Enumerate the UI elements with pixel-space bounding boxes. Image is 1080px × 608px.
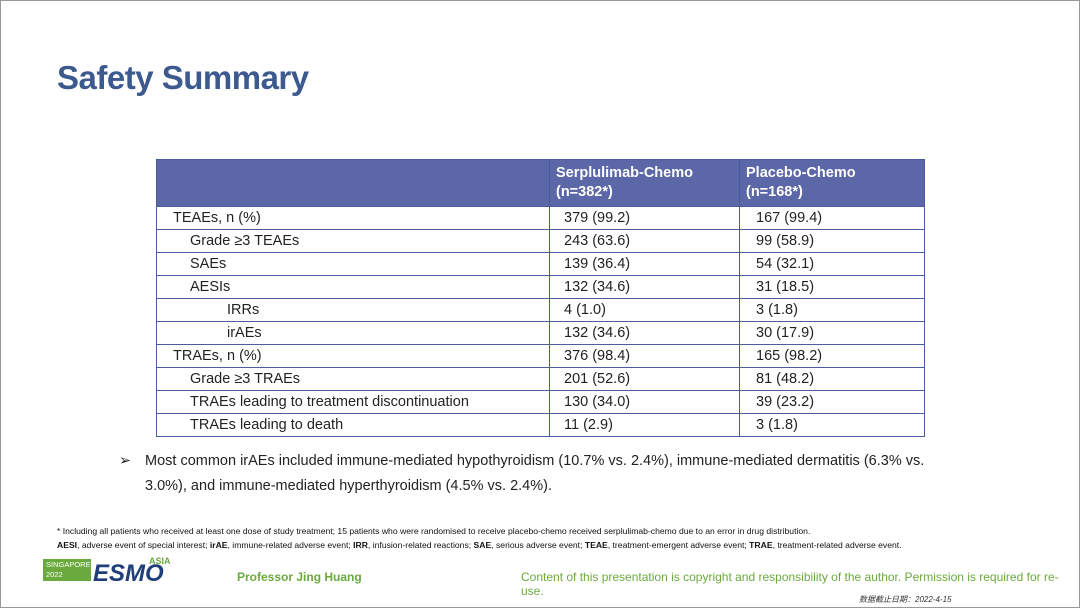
title: Safety Summary	[57, 59, 309, 96]
row-label: IRRs	[156, 298, 550, 322]
abbr-term: TRAE	[749, 540, 773, 550]
row-label: TEAEs, n (%)	[156, 206, 550, 230]
row-value: 3 (1.8)	[739, 413, 925, 437]
column-n: (n=382*)	[556, 184, 613, 200]
row-label: Grade ≥3 TEAEs	[156, 229, 550, 253]
row-value: 39 (23.2)	[739, 390, 925, 414]
table-row: AESIs 132 (34.6) 31 (18.5)	[156, 275, 925, 299]
header-row: Serplulimab-Chemo (n=382*) Placebo-Chemo (…	[156, 159, 925, 207]
table-row: SAEs 139 (36.4) 54 (32.1)	[156, 252, 925, 276]
header-cell: Serplulimab-Chemo (n=382*)	[549, 159, 740, 207]
abbr-definition: , infusion-related reactions;	[367, 540, 474, 550]
row-value: 81 (48.2)	[739, 367, 925, 391]
table-body: TEAEs, n (%) 379 (99.2) 167 (99.4) Grade ≥3…	[156, 206, 925, 437]
row-label: SAEs	[156, 252, 550, 276]
row-value: 379 (99.2)	[549, 206, 740, 230]
abbreviations: AESI, adverse event of special interest;…	[57, 540, 902, 550]
row-value: 201 (52.6)	[549, 367, 740, 391]
logo-place: SINGAPORE	[46, 560, 91, 569]
table-row: TEAEs, n (%) 379 (99.2) 167 (99.4)	[156, 206, 925, 230]
row-value: 243 (63.6)	[549, 229, 740, 253]
abbr-term: IRR	[353, 540, 368, 550]
row-value: 376 (98.4)	[549, 344, 740, 368]
logo: SINGAPORE 2022 ESMO ASIA	[43, 556, 171, 585]
row-label: AESIs	[156, 275, 550, 299]
logo-brand: ESMO	[93, 560, 164, 585]
row-value: 30 (17.9)	[739, 321, 925, 345]
row-value: 3 (1.8)	[739, 298, 925, 322]
abbr-definition: , immune-related adverse event;	[227, 540, 354, 550]
abbr-definition: , treatment-related adverse event.	[772, 540, 902, 550]
logo-region: ASIA	[149, 556, 171, 566]
row-value: 130 (34.0)	[549, 390, 740, 414]
table-row: irAEs 132 (34.6) 30 (17.9)	[156, 321, 925, 345]
table-row: IRRs 4 (1.0) 3 (1.8)	[156, 298, 925, 322]
row-value: 4 (1.0)	[549, 298, 740, 322]
row-label: TRAEs leading to treatment discontinuati…	[156, 390, 550, 414]
row-value: 139 (36.4)	[549, 252, 740, 276]
cutoff-date: 数据截止日期：2022-4-15	[859, 595, 952, 604]
abbr-definition: , serious adverse event;	[491, 540, 585, 550]
row-value: 11 (2.9)	[549, 413, 740, 437]
bullet-text: Most common irAEs included immune-mediat…	[145, 453, 925, 494]
row-value: 31 (18.5)	[739, 275, 925, 299]
column-name: Placebo-Chemo	[746, 165, 856, 181]
logo-box	[43, 559, 91, 581]
header-cell	[156, 159, 550, 207]
abbr-term: TEAE	[584, 540, 608, 550]
row-value: 99 (58.9)	[739, 229, 925, 253]
table-row: TRAEs leading to death 11 (2.9) 3 (1.8)	[156, 413, 925, 437]
safety-table: Serplulimab-Chemo (n=382*) Placebo-Chemo (…	[156, 159, 925, 437]
header-cell: Placebo-Chemo (n=168*)	[739, 159, 925, 207]
logo-year: 2022	[46, 570, 63, 579]
footnote: * Including all patients who received at…	[57, 526, 811, 536]
table-row: Grade ≥3 TEAEs 243 (63.6) 99 (58.9)	[156, 229, 925, 253]
row-label: TRAEs leading to death	[156, 413, 550, 437]
row-label: Grade ≥3 TRAEs	[156, 367, 550, 391]
abbr-definition: , treatment-emergent adverse event;	[607, 540, 750, 550]
bullet: ➢ Most common irAEs included immune-media…	[119, 449, 949, 499]
row-value: 54 (32.1)	[739, 252, 925, 276]
row-value: 132 (34.6)	[549, 275, 740, 299]
copyright: Content of this presentation is copyrigh…	[521, 570, 1059, 598]
table-row: TRAEs, n (%) 376 (98.4) 165 (98.2)	[156, 344, 925, 368]
table-row: Grade ≥3 TRAEs 201 (52.6) 81 (48.2)	[156, 367, 925, 391]
abbr-term: SAE	[473, 540, 492, 550]
row-label: TRAEs, n (%)	[156, 344, 550, 368]
column-n: (n=168*)	[746, 184, 803, 200]
abbr-term: irAE	[209, 540, 228, 550]
table-row: TRAEs leading to treatment discontinuati…	[156, 390, 925, 414]
abbr-term: AESI	[57, 540, 78, 550]
column-name: Serplulimab-Chemo	[556, 165, 693, 181]
row-value: 165 (98.2)	[739, 344, 925, 368]
row-value: 167 (99.4)	[739, 206, 925, 230]
bullet-arrow: ➢	[119, 453, 132, 469]
row-value: 132 (34.6)	[549, 321, 740, 345]
abbr-definition: , adverse event of special interest;	[77, 540, 210, 550]
row-label: irAEs	[156, 321, 550, 345]
presenter: Professor Jing Huang	[237, 570, 362, 584]
